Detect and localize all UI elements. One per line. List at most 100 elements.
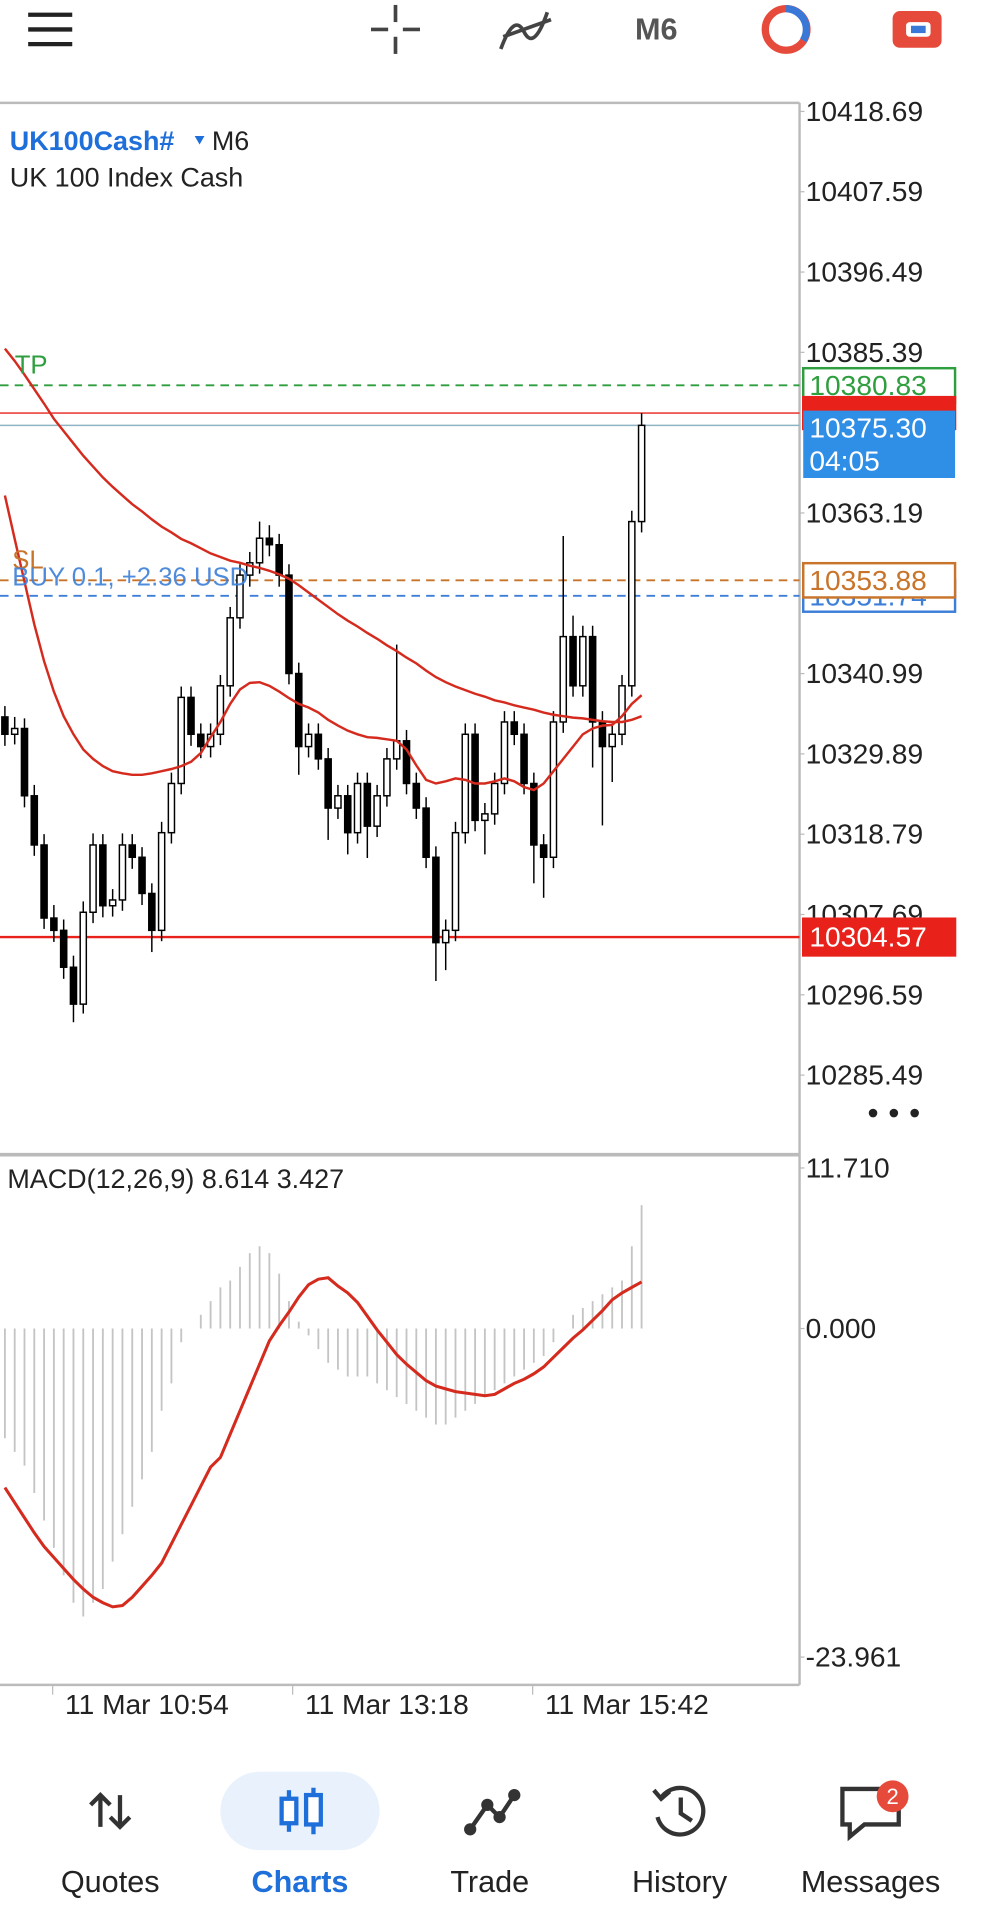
moving-average-line	[3, 347, 643, 724]
candle-body	[559, 635, 568, 723]
stop-loss-box	[802, 561, 957, 599]
candle-body	[108, 899, 117, 907]
price-tick-label: 10407.59	[806, 176, 923, 207]
candle-body	[343, 795, 352, 834]
candle-body	[187, 696, 195, 736]
horizontal-label: 10304.57	[809, 922, 926, 953]
candle-body	[461, 733, 470, 834]
candle-body	[294, 672, 303, 748]
candle-body	[177, 696, 186, 785]
chart-layer	[0, 110, 805, 1695]
candle-body	[422, 807, 430, 859]
candle-body	[79, 911, 88, 1005]
candle-body	[510, 721, 519, 736]
symbol-dropdown-arrow[interactable]	[194, 135, 205, 145]
candle-body	[628, 520, 636, 687]
candle-body	[59, 929, 68, 968]
trade-button[interactable]	[761, 4, 811, 54]
candle-body	[40, 844, 48, 919]
macd-tick-label: 0.000	[806, 1313, 876, 1344]
bid-box	[803, 410, 956, 478]
candle-body	[412, 782, 421, 809]
timeframe-button[interactable]: M6	[635, 12, 678, 46]
candle-body	[539, 844, 548, 859]
menu-button[interactable]	[28, 12, 73, 47]
position-text: BUY 0.1, +2.36 USD	[12, 563, 248, 591]
candle-body	[383, 758, 391, 797]
bottom-navigation: 2 Quotes Charts Trade History Messages	[61, 1771, 941, 1899]
candle-body	[50, 917, 58, 932]
candle-body	[373, 795, 381, 827]
crosshair-button[interactable]	[371, 4, 420, 54]
candle-body	[363, 782, 372, 827]
symbol-timeframe: M6	[212, 126, 249, 156]
candle-body	[226, 617, 234, 687]
price-tick-label: 10418.69	[806, 96, 923, 127]
time-label: 11 Mar 13:18	[305, 1689, 469, 1720]
candle-body	[608, 733, 617, 748]
candle-body	[216, 685, 225, 736]
candle-body	[245, 562, 254, 576]
candle-body	[167, 782, 176, 834]
candle-body	[285, 574, 293, 675]
candle-body	[255, 537, 264, 564]
candle-body	[569, 635, 577, 687]
candle-body	[588, 635, 597, 723]
candle-body	[530, 782, 538, 846]
stop-loss-name: SL	[12, 547, 43, 575]
nav-messages[interactable]: Messages	[801, 1865, 941, 1899]
candle-body	[304, 733, 313, 748]
indicators-button[interactable]	[499, 11, 552, 50]
candle-body	[500, 721, 509, 785]
candle-body	[20, 727, 29, 797]
history-icon	[652, 1785, 706, 1837]
candle-body	[579, 635, 587, 687]
badge-circle	[876, 1780, 909, 1813]
nav-quotes[interactable]: Quotes	[61, 1865, 160, 1899]
candle-body	[324, 758, 332, 809]
nav-charts[interactable]: Charts	[252, 1865, 349, 1899]
candle-body	[334, 795, 342, 809]
price-tick-label: 10318.79	[806, 819, 923, 850]
candle-body	[520, 733, 528, 785]
candle-body	[99, 844, 107, 907]
symbol[interactable]: UK100Cash#	[10, 126, 175, 156]
candle-body	[441, 929, 450, 944]
candle-body	[432, 856, 440, 944]
macd-tick-label: -23.961	[806, 1642, 902, 1673]
candle-body	[275, 543, 283, 576]
candle-body	[30, 795, 39, 846]
candle-body	[353, 782, 362, 834]
symbol-description: UK 100 Index Cash	[10, 163, 243, 193]
candle-body	[69, 966, 78, 1005]
more-button[interactable]	[868, 1108, 919, 1118]
macd-label: MACD(12,26,9) 8.614 3.427	[7, 1164, 344, 1194]
take-profit-label: 10380.83	[809, 370, 926, 401]
candle-body	[549, 721, 558, 859]
bid-countdown: 04:05	[809, 445, 879, 476]
candle-body	[481, 813, 489, 822]
time-label: 11 Mar 10:54	[65, 1689, 229, 1720]
candle-body	[1, 716, 9, 736]
candle-body	[265, 537, 274, 546]
charts-icon	[279, 1787, 323, 1835]
toolbar: M6	[28, 4, 942, 54]
nav-trade[interactable]: Trade	[450, 1865, 529, 1899]
price-tick-label: 10296.59	[806, 979, 923, 1010]
nav-history[interactable]: History	[632, 1865, 728, 1899]
candle-body	[637, 424, 646, 523]
candle-body	[128, 844, 137, 859]
candle-body	[197, 733, 205, 748]
price-tick-label: 10329.89	[806, 738, 923, 769]
price-tick-label: 10285.49	[806, 1060, 923, 1091]
account-button[interactable]	[892, 11, 942, 48]
candle-body	[148, 892, 156, 932]
candle-body	[490, 782, 499, 815]
candle-body	[157, 831, 166, 932]
time-label: 11 Mar 15:42	[545, 1689, 709, 1720]
candle-body	[236, 574, 244, 619]
candle-body	[138, 856, 146, 895]
messages-badge: 2	[886, 1784, 898, 1809]
